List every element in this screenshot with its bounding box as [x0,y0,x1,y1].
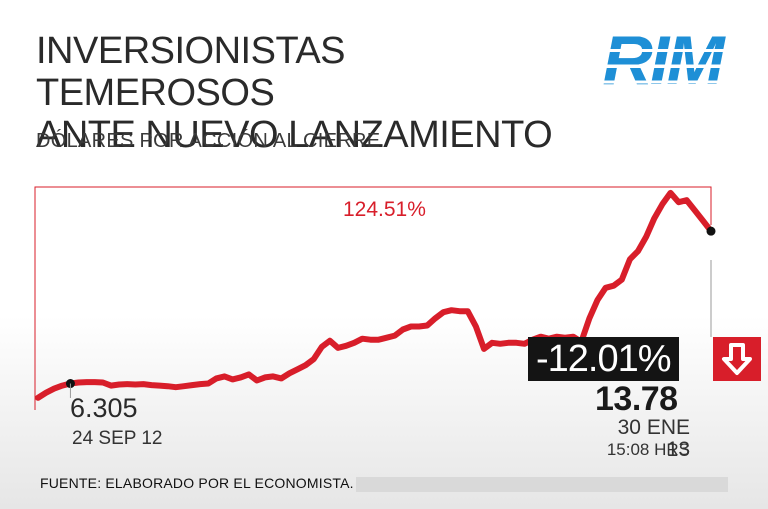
chart-subtitle: DÓLARES POR ACCIÓN AL CIERRE [36,130,381,152]
frame-bracket [34,186,712,410]
end-time-label: 15:08 HRS [606,440,690,459]
logo-text: RIM [602,26,726,92]
source-footer: FUENTE: ELABORADO POR EL ECONOMISTA. [40,475,354,491]
start-value-label: 6.305 [70,393,138,423]
down-arrow-badge [713,337,761,381]
chart-frame [34,186,712,410]
footer-bar [356,477,728,492]
end-date-label: 30 ENE 13 [617,416,690,461]
end-point-marker [706,226,716,236]
rim-logo: RIM [602,26,729,92]
peak-change-label: 124.51% [343,198,426,221]
title-line-1: INVERSIONISTAS TEMEROSOS [36,30,346,114]
start-date-label: 24 SEP 12 [72,428,163,449]
down-arrow-icon [722,343,752,375]
chart-title: INVERSIONISTAS TEMEROSOS ANTE NUEVO LANZ… [36,30,576,156]
series-line-price [35,189,714,401]
title-line-2: ANTE NUEVO LANZAMIENTO [36,114,553,156]
chart-markers [65,226,716,398]
end-value-label: 13.78 [595,380,678,418]
drop-change-badge: -12.01% [528,337,679,381]
